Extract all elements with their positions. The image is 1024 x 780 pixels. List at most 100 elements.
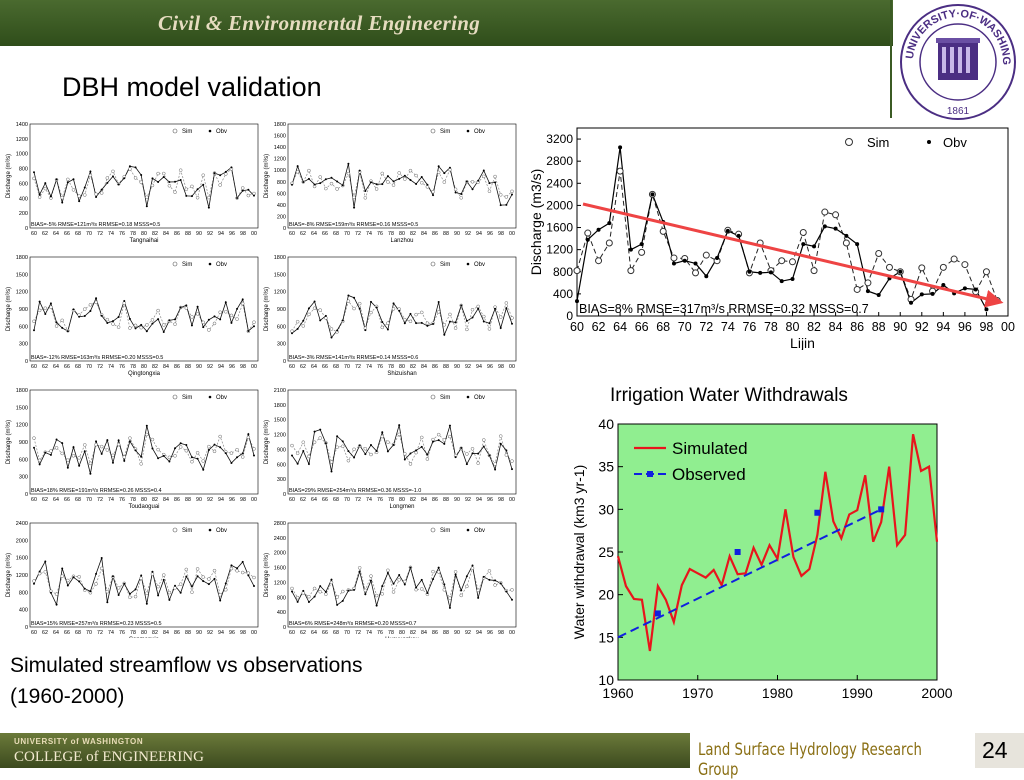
panel-sim-point (510, 588, 514, 592)
panel-obv-point (111, 175, 114, 178)
panel-obv-point (437, 301, 440, 304)
irr-x-tick-label: 2000 (921, 685, 952, 701)
panel-x-tick-label: 72 (355, 630, 361, 636)
panel-obv-point (185, 575, 188, 578)
panel-y-tick-label: 1200 (274, 157, 286, 163)
panel-x-tick-label: 00 (251, 231, 257, 237)
panel-sim-point (235, 447, 239, 452)
lijin-obv-point (607, 221, 612, 226)
footer-university-text: UNIVERSITY of WASHINGTON (14, 737, 144, 746)
panel-y-axis-label: Discharge (m³/s) (6, 553, 12, 597)
panel-obv-point (128, 165, 131, 168)
trend-arrow (582, 202, 1004, 308)
panel-sim-point (207, 577, 211, 581)
panel-sim-point (133, 176, 138, 180)
panel-x-tick-label: 74 (108, 364, 114, 370)
panel-obv-point (505, 203, 508, 206)
panel-sim-point (252, 320, 256, 324)
panel-frame (29, 522, 259, 628)
panel-x-tick-label: 92 (465, 231, 471, 237)
panel-x-tick-label: 76 (119, 497, 125, 503)
panel-y-tick-label: 600 (19, 324, 28, 330)
panel-x-tick-label: 90 (454, 231, 460, 237)
panel-obv-point (409, 452, 412, 455)
irr-y-tick-label: 40 (598, 416, 614, 432)
panel-sim-point (195, 567, 200, 571)
panel-sim-point (207, 444, 211, 449)
panel-y-tick-label: 1200 (16, 423, 28, 429)
lijin-x-tick-label: 76 (742, 320, 756, 334)
panel-sim-point (386, 440, 390, 444)
panel-sim-point (324, 186, 328, 191)
lijin-sim-point (702, 251, 710, 259)
panel-obv-point (174, 447, 177, 450)
lijin-y-tick-label: 2400 (546, 176, 573, 190)
panel-obv-point (369, 443, 372, 446)
panel-obv-point (230, 564, 233, 567)
panel-sim-point (161, 323, 166, 327)
panel-sim-point (335, 445, 339, 449)
panel-x-tick-label: 82 (152, 497, 158, 503)
panel-x-tick-label: 92 (207, 630, 213, 636)
panel-sim-point (94, 582, 98, 586)
panel-obv-point (213, 443, 216, 446)
panel-obv-point (477, 596, 480, 599)
panel-sim-point (363, 588, 368, 593)
panel-y-tick-label: 1200 (274, 433, 286, 439)
panel-x-tick-label: 60 (289, 497, 295, 503)
irr-y-axis-label: Water withdrawal (km3 yr-1) (571, 465, 587, 640)
irr-legend-obs-marker (647, 471, 653, 477)
panel-station-name: Sanmenxia (129, 637, 160, 638)
panel-obv-point (117, 183, 120, 186)
panel-obv-point (128, 317, 131, 320)
lijin-obv-point (639, 242, 644, 247)
panel-sim-point (178, 582, 183, 586)
panel-y-axis-label: Discharge (m³/s) (264, 287, 270, 331)
panel-obv-point (494, 468, 497, 471)
panel-y-tick-label: 600 (277, 462, 286, 468)
panel-obv-point (202, 183, 205, 186)
panel-obv-point (72, 308, 75, 311)
panel-x-tick-label: 84 (421, 630, 427, 636)
lijin-obv-point (833, 226, 838, 231)
panel-y-axis-label: Discharge (m³/s) (6, 154, 12, 198)
panel-sim-point (32, 436, 36, 440)
panel-y-tick-label: 200 (277, 214, 286, 220)
panel-legend-obv-marker (208, 395, 212, 399)
lijin-obv-point (779, 279, 784, 284)
panel-obv-point (230, 461, 233, 464)
header-bar: Civil & Environmental Engineering (0, 0, 893, 46)
panel-obv-point (511, 322, 513, 325)
panel-legend-obv-label: Obv (474, 528, 485, 534)
panel-x-tick-label: 74 (108, 497, 114, 503)
panel-x-tick-label: 88 (443, 231, 449, 237)
panel-obv-point (460, 447, 463, 450)
panel-obv-point (336, 180, 339, 183)
panel-x-tick-label: 66 (64, 364, 70, 370)
panel-obv-point (426, 453, 429, 456)
irr-legend-sim-label: Simulated (672, 439, 748, 458)
panel-sim-point (476, 461, 480, 465)
panel-obv-point (347, 294, 350, 297)
panel-obv-point (213, 172, 216, 175)
lijin-obv-point (747, 269, 752, 274)
panel-sim-point (380, 171, 385, 176)
panel-x-tick-label: 64 (53, 630, 59, 636)
panel-sim-point (465, 584, 469, 589)
panel-obv-point (426, 591, 429, 594)
panel-sim-point (510, 316, 514, 320)
panel-obv-point (219, 318, 222, 321)
panel-x-tick-label: 96 (487, 497, 493, 503)
lijin-x-tick-label: 00 (1001, 320, 1015, 334)
panel-x-tick-label: 66 (322, 497, 328, 503)
panel-sim-point (329, 460, 334, 464)
panel-obv-point (477, 307, 480, 310)
panel-obv-point (398, 177, 401, 180)
panel-sim-point (54, 324, 59, 328)
irr-legend-obs-label: Observed (672, 465, 746, 484)
panel-obv-point (61, 326, 64, 329)
lijin-x-tick-label: 96 (958, 320, 972, 334)
panel-x-tick-label: 60 (31, 231, 37, 237)
panel-y-tick-label: 300 (19, 475, 28, 481)
lijin-obv-point (758, 270, 763, 275)
